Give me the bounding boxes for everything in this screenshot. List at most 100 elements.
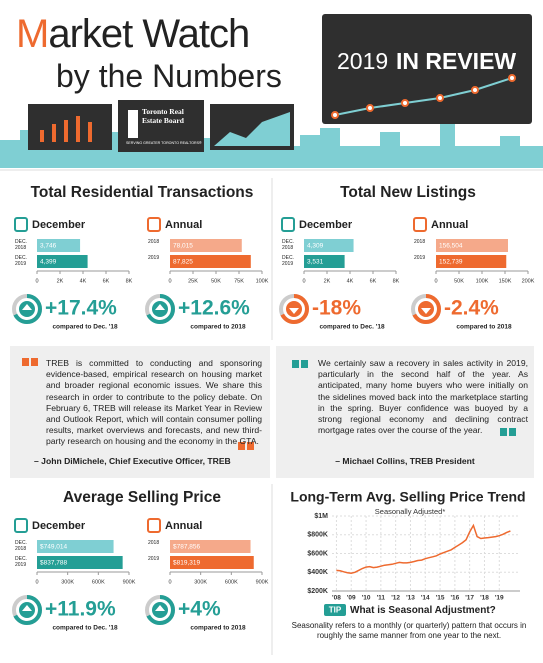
x-tick-label: '12 <box>391 595 400 602</box>
title-icon <box>147 217 161 232</box>
bar <box>170 540 251 553</box>
quote-text: We certainly saw a recovery in sales act… <box>318 358 528 436</box>
category-label: DEC. 2018 <box>15 239 27 251</box>
x-tick-label: '16 <box>450 595 459 602</box>
category-label: DEC. 2019 <box>15 255 27 267</box>
y-tick-label: $600K <box>307 550 328 557</box>
y-tick-label: $800K <box>307 532 328 539</box>
tip-title: What is Seasonal Adjustment? <box>350 605 496 616</box>
chart-title: Annual <box>165 520 202 532</box>
y-tick-label: $200K <box>307 588 328 595</box>
change-arrow <box>421 308 431 314</box>
category-label: 2019 <box>148 255 160 261</box>
change-arrow <box>22 605 32 611</box>
tip-text: Seasonality refers to a monthly (or quar… <box>291 621 527 640</box>
bar <box>436 255 507 268</box>
change-ring-arc <box>12 595 42 625</box>
bar <box>170 255 251 268</box>
bar <box>170 556 254 569</box>
logo-name: Toronto Real Estate Board <box>142 107 184 125</box>
value-label: 87,825 <box>173 259 193 266</box>
value-label: $787,856 <box>173 544 200 551</box>
chart-title: Annual <box>165 219 202 231</box>
bar <box>37 556 123 569</box>
category-label: 2019 <box>148 556 160 562</box>
quote-mark <box>22 358 254 450</box>
x-tick-label: 600K <box>92 579 105 585</box>
title-icon <box>147 518 161 533</box>
x-tick-label: 0 <box>168 278 171 284</box>
x-tick-label: '18 <box>480 595 489 602</box>
value-label: 156,504 <box>439 243 463 250</box>
bar <box>304 255 345 268</box>
change-arrow <box>289 308 299 314</box>
x-tick-label: 25K <box>188 278 198 284</box>
category-label: DEC. 2018 <box>15 540 27 552</box>
quote-author: – Michael Collins, TREB President <box>335 456 475 466</box>
x-tick-label: 600K <box>225 579 238 585</box>
chart-subtitle: Seasonally Adjusted* <box>375 507 446 516</box>
change-note: compared to 2018 <box>190 324 246 331</box>
x-tick-label: 8K <box>393 278 400 284</box>
x-tick-label: 2K <box>57 278 64 284</box>
skyline <box>0 120 543 168</box>
x-tick-label: '17 <box>465 595 474 602</box>
change-ring-arc <box>145 294 175 324</box>
change-value: +12.6% <box>178 297 250 320</box>
x-tick-label: 75K <box>234 278 244 284</box>
x-tick-label: '15 <box>436 595 445 602</box>
category-label: DEC. 2018 <box>282 239 294 251</box>
section-title: Total Residential Transactions <box>31 184 254 201</box>
change-ring-arc <box>12 294 42 324</box>
change-value: +17.4% <box>45 297 117 320</box>
value-label: 78,015 <box>173 243 193 250</box>
quote-author: – John DiMichele, Chief Executive Office… <box>34 456 231 466</box>
x-tick-label: 0 <box>35 278 38 284</box>
monitor-deco <box>214 112 290 146</box>
tip-badge <box>324 604 346 616</box>
monitor <box>28 104 112 150</box>
chart-title: December <box>32 219 86 231</box>
title-icon <box>413 217 427 232</box>
review-screen <box>322 14 532 124</box>
chart-title: December <box>299 219 353 231</box>
quote-box <box>276 346 534 478</box>
value-label: 4,399 <box>40 259 57 266</box>
x-tick-label: '08 <box>332 595 341 602</box>
chart-title: December <box>32 520 86 532</box>
bar <box>170 239 242 252</box>
x-tick-label: 0 <box>168 579 171 585</box>
value-label: $819,319 <box>173 560 200 567</box>
x-tick-label: '13 <box>406 595 415 602</box>
x-tick-label: 6K <box>370 278 377 284</box>
value-label: $749,014 <box>40 544 67 551</box>
title-icon <box>281 217 295 232</box>
quote-mark <box>292 360 516 436</box>
x-tick-label: 50K <box>454 278 464 284</box>
change-ring-arc <box>411 294 441 324</box>
logo-mark <box>128 110 138 138</box>
title-icon <box>14 518 28 533</box>
change-note: compared to Dec. '18 <box>52 625 118 632</box>
change-arrow <box>22 304 32 310</box>
x-tick-label: '19 <box>495 595 504 602</box>
x-tick-label: '14 <box>421 595 430 602</box>
change-ring-arc <box>279 294 309 324</box>
category-label: 2018 <box>148 239 160 245</box>
bar <box>37 239 81 252</box>
x-tick-label: '09 <box>347 595 356 602</box>
x-tick-label: 900K <box>123 579 136 585</box>
x-tick-label: 100K <box>476 278 489 284</box>
page-subtitle: by the Numbers <box>56 58 282 94</box>
category-label: 2019 <box>414 255 426 261</box>
category-label: DEC. 2019 <box>282 255 294 267</box>
x-tick-label: 0 <box>35 579 38 585</box>
x-tick-label: 6K <box>103 278 110 284</box>
x-tick-label: 2K <box>324 278 331 284</box>
x-tick-label: 0 <box>434 278 437 284</box>
title-icon <box>14 217 28 232</box>
x-tick-label: 100K <box>256 278 269 284</box>
value-label: $837,788 <box>40 560 67 567</box>
bar <box>37 540 114 553</box>
